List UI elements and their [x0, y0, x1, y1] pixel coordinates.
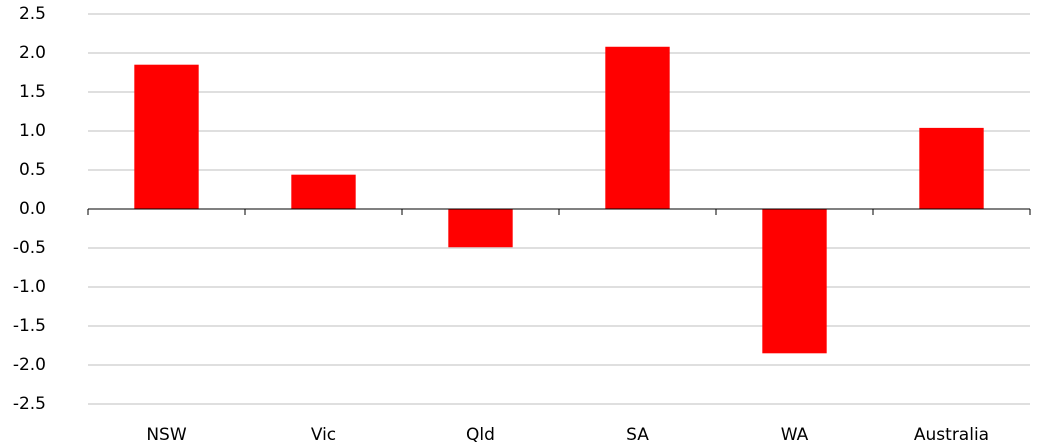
- x-tick-label: SA: [626, 425, 649, 445]
- bar: [291, 174, 356, 209]
- y-tick-label: -1.0: [13, 277, 46, 297]
- bar: [134, 64, 199, 209]
- y-tick-label: 2.5: [19, 4, 46, 24]
- y-tick-label: 0.0: [19, 199, 46, 219]
- y-tick-label: -2.5: [13, 394, 46, 414]
- bar: [448, 209, 513, 248]
- y-tick-label: -0.5: [13, 238, 46, 258]
- x-tick-label: Vic: [311, 425, 336, 445]
- y-tick-label: -2.0: [13, 355, 46, 375]
- y-tick-label: 0.5: [19, 160, 46, 180]
- bar: [605, 46, 670, 210]
- y-tick-label: -1.5: [13, 316, 46, 336]
- x-tick-label: WA: [781, 425, 809, 445]
- bar: [762, 209, 827, 354]
- y-tick-label: 2.0: [19, 43, 46, 63]
- y-tick-label: 1.0: [19, 121, 46, 141]
- x-tick-label: Qld: [466, 425, 495, 445]
- x-tick-label: NSW: [146, 425, 187, 445]
- x-tick-label: Australia: [914, 425, 989, 445]
- y-tick-label: 1.5: [19, 82, 46, 102]
- bar: [919, 127, 984, 209]
